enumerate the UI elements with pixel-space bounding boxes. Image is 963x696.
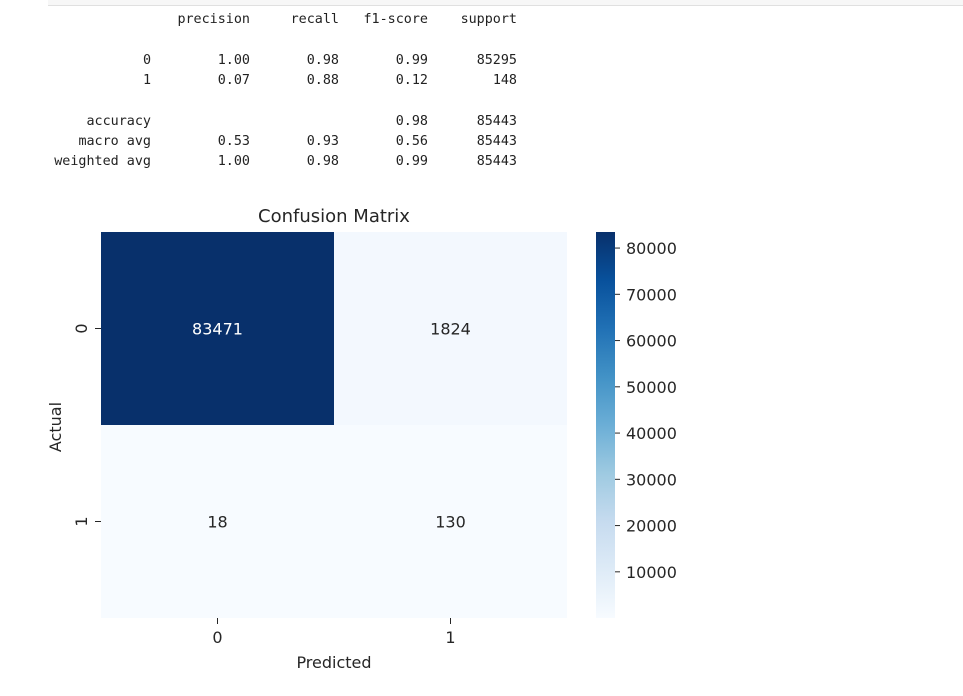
x-axis-label: Predicted [296,653,371,672]
row-support: 148 [492,73,517,88]
y-tick-label-1: 1 [72,516,91,526]
row-label: weighted avg [54,154,151,169]
colorbar-tick-label-40000: 40000 [626,424,677,443]
report-header-row: precision recall f1-score support [0,12,540,32]
header-f1-score: f1-score [363,12,429,27]
row-f1: 0.99 [395,53,428,68]
colorbar-tick-label-30000: 30000 [626,470,677,489]
heatmap-cell-1-1 [334,425,567,618]
colorbar-tick-label-80000: 80000 [626,239,677,258]
header-recall: recall [290,12,339,27]
heatmap-cell-0-1 [334,232,567,425]
row-f1: 0.56 [395,134,428,149]
row-recall: 0.88 [306,73,339,88]
row-recall: 0.98 [306,53,339,68]
row-label: 0 [142,53,151,68]
row-support: 85443 [476,154,517,169]
colorbar-tick-label-50000: 50000 [626,378,677,397]
heatmap-annotation-0-1: 1824 [430,320,471,339]
row-support: 85295 [476,53,517,68]
row-support: 85443 [476,114,517,129]
row-f1: 0.98 [395,114,428,129]
row-precision: 0.53 [217,134,250,149]
row-f1: 0.99 [395,154,428,169]
row-recall: 0.98 [306,154,339,169]
confusion-matrix-svg: Confusion Matrix 83471 1824 18 130 0 1 0 1 Pr… [46,206,677,672]
chart-title: Confusion Matrix [258,206,410,227]
x-tick-label-0: 0 [212,628,222,647]
notebook-cell-border [48,0,963,6]
row-recall: 0.93 [306,134,339,149]
confusion-matrix-figure: Confusion Matrix 83471 1824 18 130 0 1 0 1 Pr… [0,190,963,696]
y-tick-label-0: 0 [72,323,91,333]
row-label: macro avg [78,134,151,149]
y-axis-label: Actual [46,402,65,452]
heatmap-cell-1-0 [101,425,334,618]
heatmap-cell-0-0 [101,232,334,425]
report-row-accuracy: accuracy 0.98 85443 [0,114,540,134]
row-f1: 0.12 [395,73,428,88]
row-label: 1 [142,73,151,88]
report-row-macro-avg: macro avg 0.53 0.93 0.56 85443 [0,134,540,154]
colorbar-tick-label-60000: 60000 [626,332,677,351]
report-row-0: 0 1.00 0.98 0.99 85295 [0,53,540,73]
row-support: 85443 [476,134,517,149]
colorbar-tick-label-20000: 20000 [626,517,677,536]
row-label: accuracy [86,114,152,129]
heatmap-annotation-0-0: 83471 [192,320,243,339]
colorbar-tick-label-10000: 10000 [626,563,677,582]
classification-report: precision recall f1-score support 0 1.00… [0,0,540,190]
heatmap-annotation-1-0: 18 [207,513,227,532]
heatmap-annotation-1-1: 130 [435,513,466,532]
row-precision: 1.00 [217,154,250,169]
report-row-1: 1 0.07 0.88 0.12 148 [0,73,540,93]
colorbar [596,232,615,618]
header-precision: precision [177,12,250,27]
x-tick-label-1: 1 [445,628,455,647]
colorbar-tick-label-70000: 70000 [626,285,677,304]
report-row-weighted-avg: weighted avg 1.00 0.98 0.99 85443 [0,154,540,174]
row-precision: 1.00 [217,53,250,68]
header-support: support [460,12,517,27]
row-precision: 0.07 [217,73,250,88]
